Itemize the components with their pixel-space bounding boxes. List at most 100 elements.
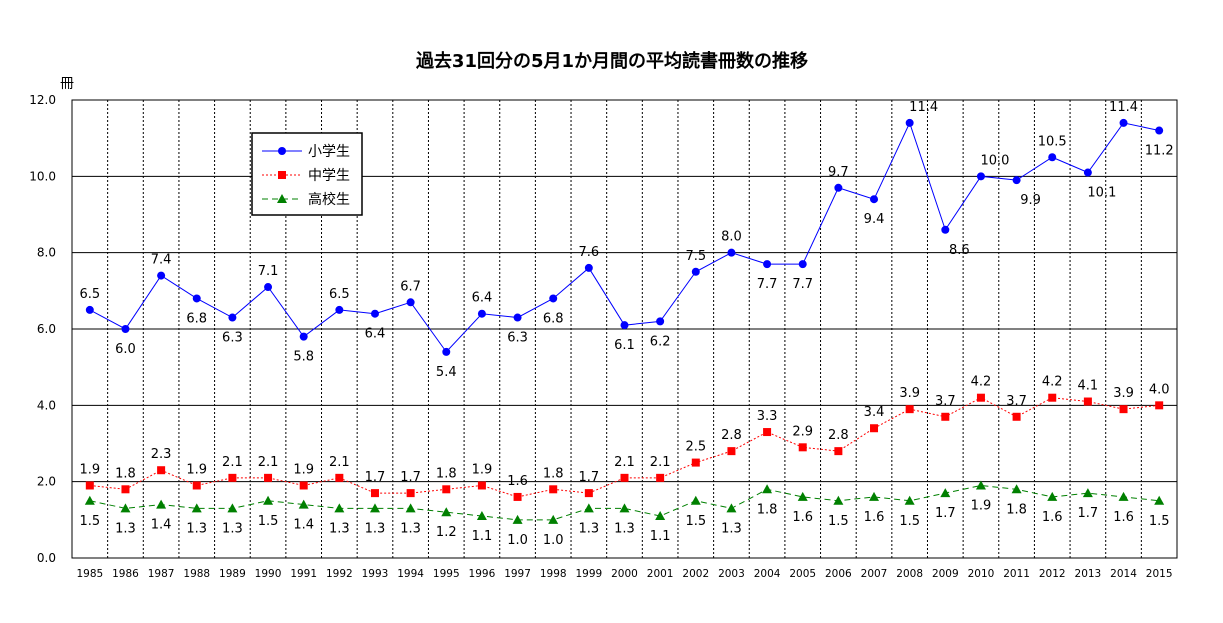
data-point [228,473,237,482]
data-point [690,495,701,505]
data-point [1012,412,1021,421]
x-tick-label: 2005 [789,568,816,580]
data-label: 6.5 [329,287,350,302]
data-point [121,325,130,333]
data-point [727,447,736,456]
data-point [1011,484,1022,494]
x-tick-label: 2002 [682,568,709,580]
data-point [869,491,880,501]
data-point [797,491,808,501]
x-tick-label: 2010 [968,568,995,580]
data-point [369,503,380,513]
data-point [904,495,915,505]
x-tick-label: 2004 [754,568,781,580]
data-point [156,499,167,509]
data-point [655,511,666,521]
data-point [334,503,345,513]
data-point [1119,405,1128,414]
x-tick-label: 2006 [825,568,852,580]
data-label: 2.1 [650,455,671,470]
data-label: 3.9 [899,386,920,401]
data-point [620,473,629,482]
y-tick-label: 2.0 [37,475,56,489]
x-tick-label: 1991 [290,568,317,580]
data-label: 2.1 [222,455,243,470]
data-label: 7.1 [258,264,279,279]
y-tick-label: 10.0 [29,169,56,183]
data-point [299,332,308,341]
data-label: 1.9 [293,462,314,477]
data-label: 1.9 [971,498,992,513]
data-label: 2.1 [258,455,279,470]
data-point [192,294,201,303]
y-tick-label: 12.0 [29,93,56,107]
x-tick-label: 1995 [433,568,460,580]
data-label: 2.1 [614,455,635,470]
data-label: 1.5 [899,514,920,529]
data-point [834,447,843,456]
data-point [405,503,416,513]
data-point [263,495,274,505]
data-point [1083,397,1092,406]
data-point [298,499,309,509]
x-tick-label: 1988 [183,568,210,580]
data-label: 1.5 [258,514,279,529]
data-label: 6.4 [365,327,386,342]
data-label: 1.0 [507,533,528,548]
x-tick-label: 1993 [362,568,389,580]
data-label: 1.3 [579,521,600,536]
data-point [619,503,630,513]
data-point [656,473,665,482]
data-label: 1.6 [507,474,528,489]
data-label: 2.8 [721,428,742,443]
data-label: 1.4 [151,518,172,533]
data-label: 9.7 [828,165,849,180]
data-label: 1.5 [79,514,100,529]
data-point [227,503,238,513]
plot-area: 0.0 2.0 4.0 6.0 8.0 10.0 12.0 1985 1986 1987 1988 1… [29,93,1178,580]
x-tick-label: 2013 [1075,568,1102,580]
data-point [1048,153,1057,162]
data-point [85,305,94,314]
data-label: 7.5 [685,249,706,264]
data-label: 5.4 [436,365,457,380]
legend-box [251,132,363,216]
data-label: 1.5 [685,514,706,529]
data-label: 1.3 [186,521,207,536]
data-point [1082,488,1093,498]
data-label: 2.3 [151,447,172,462]
data-point [191,503,202,513]
data-label: 2.1 [329,455,350,470]
y-tick-label: 4.0 [37,398,56,412]
data-label: 2.9 [792,424,813,439]
x-tick-label: 2001 [647,568,674,580]
data-point [798,443,807,452]
data-point [335,473,344,482]
data-label: 11.4 [909,100,938,115]
data-label: 1.6 [1042,510,1063,525]
data-point [85,481,94,490]
data-point [1012,176,1021,185]
data-label: 6.3 [507,331,528,346]
data-point [1155,401,1164,410]
data-label: 1.3 [222,521,243,536]
data-point [476,511,487,521]
legend-label: 高校生 [308,191,350,208]
data-label: 4.0 [1149,382,1170,397]
data-label: 1.3 [115,521,136,536]
data-point [549,294,558,303]
legend-marker [278,171,286,179]
data-label: 4.2 [1042,375,1063,390]
legend-marker [278,147,286,155]
data-label: 1.7 [935,506,956,521]
data-point [264,473,273,482]
data-label: 2.5 [685,440,706,455]
data-point [976,393,985,402]
data-label: 1.3 [614,521,635,536]
data-point [583,503,594,513]
data-point [335,305,344,314]
data-label: 1.7 [365,470,386,485]
data-label: 9.9 [1020,193,1041,208]
